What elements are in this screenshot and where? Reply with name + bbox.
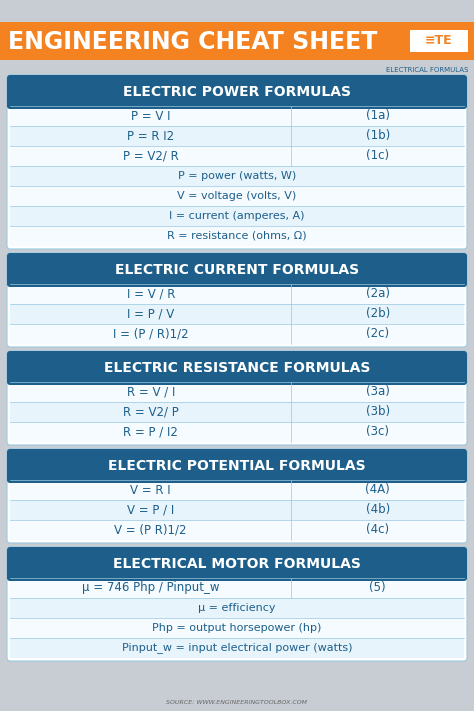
Text: V = P / I: V = P / I xyxy=(127,503,174,516)
Text: ELECTRIC POWER FORMULAS: ELECTRIC POWER FORMULAS xyxy=(123,85,351,99)
FancyBboxPatch shape xyxy=(7,547,467,661)
Text: P = V I: P = V I xyxy=(131,109,171,122)
Text: (4b): (4b) xyxy=(365,503,390,516)
Bar xyxy=(10,284,464,304)
Bar xyxy=(10,402,464,422)
Text: (1a): (1a) xyxy=(366,109,390,122)
Text: (4c): (4c) xyxy=(366,523,389,537)
Bar xyxy=(10,564,464,578)
Bar xyxy=(10,422,464,442)
FancyBboxPatch shape xyxy=(7,449,467,543)
Bar xyxy=(10,480,464,500)
FancyBboxPatch shape xyxy=(7,253,467,287)
Bar xyxy=(10,206,464,226)
Bar xyxy=(10,520,464,540)
Text: (1c): (1c) xyxy=(366,149,389,163)
Bar xyxy=(10,638,464,658)
Bar xyxy=(10,186,464,206)
Bar xyxy=(10,618,464,638)
Text: R = V / I: R = V / I xyxy=(127,385,175,398)
Text: P = V2/ R: P = V2/ R xyxy=(123,149,179,163)
Bar xyxy=(10,106,464,126)
Text: I = current (amperes, A): I = current (amperes, A) xyxy=(169,211,305,221)
Bar xyxy=(410,30,468,52)
Bar xyxy=(10,500,464,520)
Text: R = V2/ P: R = V2/ P xyxy=(123,405,179,419)
Text: (3c): (3c) xyxy=(366,425,389,439)
Text: (3a): (3a) xyxy=(366,385,390,398)
Text: P = power (watts, W): P = power (watts, W) xyxy=(178,171,296,181)
Text: ELECTRICAL MOTOR FORMULAS: ELECTRICAL MOTOR FORMULAS xyxy=(113,557,361,571)
Text: (2b): (2b) xyxy=(365,307,390,321)
Bar xyxy=(10,226,464,246)
FancyBboxPatch shape xyxy=(7,351,467,385)
Bar xyxy=(10,126,464,146)
Text: I = V / R: I = V / R xyxy=(127,287,175,301)
Text: μ = 746 Php / Pinput_w: μ = 746 Php / Pinput_w xyxy=(82,582,219,594)
Text: V = (P R)1/2: V = (P R)1/2 xyxy=(115,523,187,537)
Text: Php = output horsepower (hp): Php = output horsepower (hp) xyxy=(152,623,322,633)
Bar xyxy=(10,578,464,598)
Text: (3b): (3b) xyxy=(365,405,390,419)
Bar xyxy=(0,22,474,60)
FancyBboxPatch shape xyxy=(7,253,467,347)
Text: ENGINEERING CHEAT SHEET: ENGINEERING CHEAT SHEET xyxy=(8,30,377,54)
FancyBboxPatch shape xyxy=(7,449,467,483)
Text: V = R I: V = R I xyxy=(130,483,171,496)
Bar xyxy=(10,382,464,402)
Text: ELECTRIC CURRENT FORMULAS: ELECTRIC CURRENT FORMULAS xyxy=(115,263,359,277)
Text: R = P / I2: R = P / I2 xyxy=(123,425,178,439)
Text: ≡TE: ≡TE xyxy=(425,35,453,48)
Text: μ = efficiency: μ = efficiency xyxy=(198,603,276,613)
Text: R = resistance (ohms, Ω): R = resistance (ohms, Ω) xyxy=(167,231,307,241)
Bar xyxy=(10,304,464,324)
Text: I = P / V: I = P / V xyxy=(127,307,174,321)
Bar xyxy=(10,270,464,284)
Bar xyxy=(10,368,464,382)
Text: I = (P / R)1/2: I = (P / R)1/2 xyxy=(113,328,189,341)
FancyBboxPatch shape xyxy=(7,75,467,109)
Text: (2a): (2a) xyxy=(366,287,390,301)
Bar xyxy=(10,598,464,618)
FancyBboxPatch shape xyxy=(7,547,467,581)
Text: P = R I2: P = R I2 xyxy=(127,129,174,142)
Bar xyxy=(10,166,464,186)
Text: ELECTRICAL FORMULAS: ELECTRICAL FORMULAS xyxy=(386,67,468,73)
Text: (5): (5) xyxy=(369,582,386,594)
Text: ELECTRIC POTENTIAL FORMULAS: ELECTRIC POTENTIAL FORMULAS xyxy=(108,459,366,473)
Text: Pinput_w = input electrical power (watts): Pinput_w = input electrical power (watts… xyxy=(122,643,352,653)
Text: (2c): (2c) xyxy=(366,328,389,341)
Bar xyxy=(10,324,464,344)
Text: (4A): (4A) xyxy=(365,483,390,496)
FancyBboxPatch shape xyxy=(7,351,467,445)
Bar xyxy=(10,146,464,166)
Bar xyxy=(10,466,464,480)
Text: V = voltage (volts, V): V = voltage (volts, V) xyxy=(177,191,297,201)
FancyBboxPatch shape xyxy=(7,75,467,249)
Bar xyxy=(10,92,464,106)
Text: ELECTRIC RESISTANCE FORMULAS: ELECTRIC RESISTANCE FORMULAS xyxy=(104,361,370,375)
Text: SOURCE: WWW.ENGINEERINGTOOLBOX.COM: SOURCE: WWW.ENGINEERINGTOOLBOX.COM xyxy=(166,700,308,705)
Text: (1b): (1b) xyxy=(365,129,390,142)
